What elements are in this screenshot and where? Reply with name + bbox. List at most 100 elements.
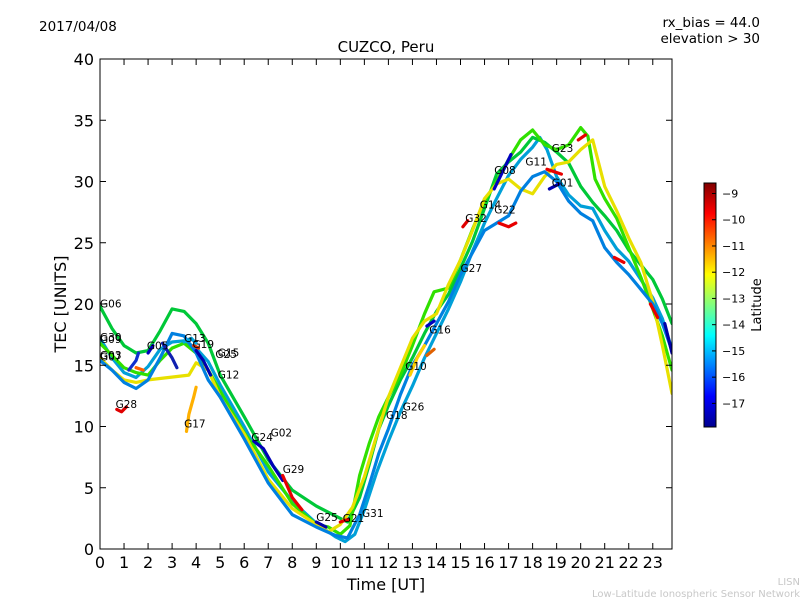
tec-track-3: [100, 126, 672, 536]
x-tick-label: 6: [239, 553, 249, 572]
colorbar-tick-label: −13: [722, 292, 745, 305]
chart-title: CUZCO, Peru: [338, 38, 435, 56]
colorbar-tick-label: −15: [722, 345, 745, 358]
tec-track-segment-7: [192, 344, 201, 350]
tec-track-segment-19: [492, 152, 513, 191]
x-tick-label: 14: [426, 553, 446, 572]
satellite-label: G08: [494, 165, 516, 177]
tec-track-segment-24: [648, 302, 660, 320]
satellite-label: G24: [251, 432, 273, 444]
satellite-label: G25: [215, 349, 237, 361]
x-tick-label: 8: [287, 553, 297, 572]
colorbar-tick-label: −11: [722, 240, 745, 253]
tec-track-segment-6: [184, 385, 198, 433]
colorbar: [703, 182, 717, 428]
satellite-label: G19: [193, 339, 215, 351]
satellite-label: G31: [362, 508, 384, 520]
tec-track-segment-12: [314, 520, 328, 529]
x-tick-label: 13: [402, 553, 422, 572]
tec-track-segment-16: [425, 319, 436, 328]
y-tick-label: 10: [74, 418, 94, 437]
y-tick-label: 40: [74, 50, 94, 69]
satellite-label: G10: [405, 361, 427, 373]
x-tick-label: 18: [522, 553, 542, 572]
x-tick-label: 10: [330, 553, 350, 572]
x-tick-label: 22: [619, 553, 639, 572]
tec-track-segment-9: [182, 336, 198, 345]
colorbar-tick-label: −12: [722, 266, 745, 279]
y-tick-label: 0: [84, 540, 94, 559]
y-tick-label: 35: [74, 111, 94, 130]
tec-track-segment-21: [547, 182, 561, 191]
tec-track-segment-23: [612, 255, 626, 264]
satellite-label: G14: [480, 199, 502, 211]
colorbar-tick-label: −16: [722, 371, 745, 384]
tec-track-2: [100, 135, 672, 524]
x-tick-label: 16: [474, 553, 494, 572]
y-tick-label: 15: [74, 356, 94, 375]
tec-track-segment-11: [281, 473, 304, 512]
tec-track-segment-17: [461, 219, 470, 229]
x-tick-label: 9: [311, 553, 321, 572]
date-label: 2017/04/08: [39, 19, 117, 35]
satellite-label: G17: [184, 419, 206, 431]
satellite-label: G18: [386, 410, 408, 422]
satellite-label: G01: [552, 177, 574, 189]
tec-track-segment-2: [127, 351, 141, 372]
tec-track-segment-10: [252, 439, 285, 482]
colorbar-label: Latitude: [750, 278, 765, 332]
tec-track-segment-25: [663, 322, 672, 355]
y-tick-label: 20: [74, 295, 94, 314]
satellite-label: G06: [100, 299, 122, 311]
y-tick-label: 25: [74, 234, 94, 253]
tec-track-5: [100, 170, 672, 540]
tec-track-segment-13: [338, 518, 350, 524]
satellite-label: G25: [316, 512, 338, 524]
tec-track-segment-3: [134, 366, 145, 372]
x-tick-label: 11: [354, 553, 374, 572]
tec-track-segment-5: [160, 341, 179, 370]
x-tick-label: 21: [595, 553, 615, 572]
tec-track-segment-8: [194, 349, 213, 377]
y-tick-label: 5: [84, 479, 94, 498]
satellite-label: G26: [403, 402, 425, 414]
x-tick-label: 23: [643, 553, 663, 572]
satellite-label: G05: [147, 340, 169, 352]
x-tick-label: 2: [143, 553, 153, 572]
y-axis-label: TEC [UNITS]: [51, 256, 70, 354]
x-tick-label: 19: [546, 553, 566, 572]
x-tick-label: 20: [570, 553, 590, 572]
y-tick-label: 30: [74, 173, 94, 192]
satellite-label: G03: [100, 350, 122, 362]
colorbar-tick-label: −14: [722, 319, 745, 332]
satellite-label: G30: [100, 332, 122, 344]
x-tick-label: 1: [119, 553, 129, 572]
colorbar-tick-label: −9: [722, 187, 738, 200]
satellite-label-layer: G06G30G09G03G07G28G05G13G19G17G25G15G12G…: [100, 143, 573, 525]
tec-track-segment-14: [408, 344, 427, 377]
x-tick-label: 0: [95, 553, 105, 572]
x-tick-label: 3: [167, 553, 177, 572]
x-axis: 0 1 2 3 4 5 6 7 8 9 10 11 12 13 14 15 16 17 18 19 20 21 22 23: [95, 59, 663, 572]
x-tick-label: 17: [498, 553, 518, 572]
credit-short: LISN: [778, 577, 800, 588]
x-tick-label: 15: [450, 553, 470, 572]
x-tick-label: 12: [378, 553, 398, 572]
tec-track-segment-22: [576, 133, 588, 142]
colorbar-ticks: −9 −10 −11 −12 −13 −14 −15 −16 −17: [712, 187, 745, 410]
satellite-label: G27: [461, 263, 483, 275]
satellite-label: G13: [184, 333, 206, 345]
rx-bias-label: rx_bias = 44.0: [662, 15, 760, 31]
credit-full: Low-Latitude Ionospheric Sensor Network: [592, 589, 800, 600]
satellite-label: G21: [343, 513, 365, 525]
x-axis-label: Time [UT]: [346, 575, 425, 594]
satellite-label: G32: [465, 213, 487, 225]
satellite-label: G23: [552, 143, 574, 155]
satellite-label: G29: [283, 464, 305, 476]
y-axis: 0 5 10 15 20 25 30 35 40: [74, 50, 672, 559]
satellite-label: G15: [218, 348, 240, 360]
satellite-label: G28: [116, 399, 138, 411]
elevation-label: elevation > 30: [660, 31, 760, 47]
satellite-label: G02: [271, 427, 293, 439]
